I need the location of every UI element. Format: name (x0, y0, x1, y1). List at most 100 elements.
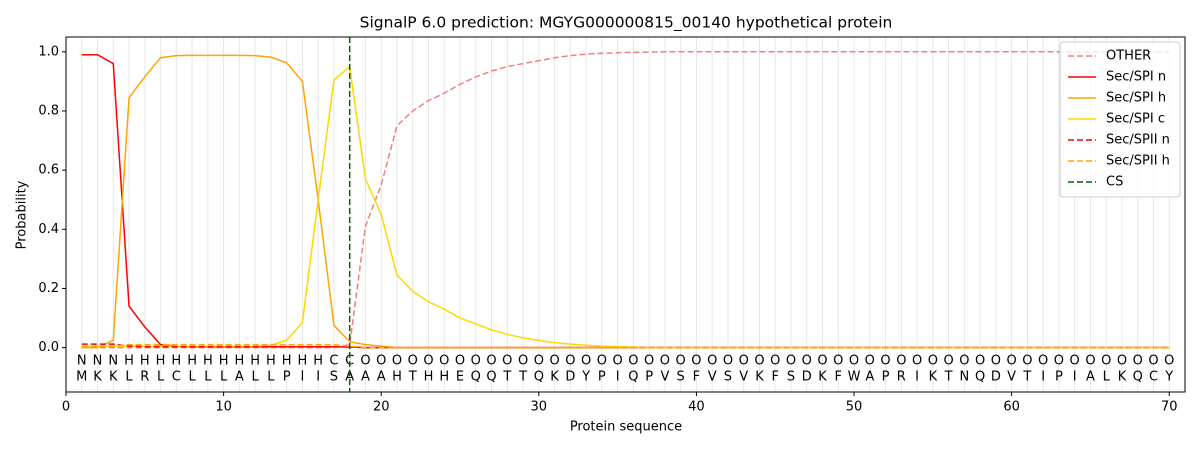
residue-label: I (1073, 370, 1077, 385)
region-label: H (140, 354, 150, 369)
region-label: O (439, 354, 449, 369)
residue-label: I (300, 370, 304, 385)
residue-label: L (157, 370, 165, 385)
residue-label: N (959, 370, 969, 385)
region-label: H (124, 354, 134, 369)
region-label: O (896, 354, 906, 369)
residue-label: K (550, 370, 559, 385)
legend-label: OTHER (1106, 49, 1151, 64)
residue-label: K (109, 370, 118, 385)
residue-label: A (345, 370, 354, 385)
residue-label: A (361, 370, 370, 385)
residue-label: T (518, 370, 527, 385)
region-label: O (739, 354, 749, 369)
residue-label: V (708, 370, 717, 385)
region-label: O (833, 354, 843, 369)
x-axis-label: Protein sequence (570, 420, 682, 435)
series-line (81, 343, 1170, 349)
region-label: O (880, 354, 890, 369)
region-label: O (455, 354, 465, 369)
residue-label: P (882, 370, 890, 385)
residue-label: L (188, 370, 196, 385)
residue-label: I (616, 370, 620, 385)
x-tick-label: 20 (373, 400, 390, 415)
residue-label: Q (1133, 370, 1143, 385)
y-tick-label: 0.4 (38, 222, 59, 237)
region-label: O (549, 354, 559, 369)
region-label: O (565, 354, 575, 369)
y-tick-label: 0.0 (38, 340, 59, 355)
residue-label: Y (1164, 370, 1173, 385)
residue-label: P (283, 370, 291, 385)
region-label: O (1054, 354, 1064, 369)
residue-label: D (991, 370, 1001, 385)
region-label: O (676, 354, 686, 369)
residue-label: L (267, 370, 275, 385)
residue-label: D (565, 370, 575, 385)
residue-label: S (787, 370, 795, 385)
region-label: H (282, 354, 292, 369)
residue-label: Q (486, 370, 496, 385)
region-label: O (707, 354, 717, 369)
residue-label: A (865, 370, 874, 385)
x-tick-label: 30 (531, 400, 548, 415)
region-label: O (376, 354, 386, 369)
region-label: O (660, 354, 670, 369)
region-label: O (1070, 354, 1080, 369)
residue-label: V (1007, 370, 1016, 385)
y-axis-label: Probability (15, 180, 30, 249)
region-label: O (597, 354, 607, 369)
residue-label: M (76, 370, 87, 385)
region-label: O (802, 354, 812, 369)
plot-frame (65, 36, 1186, 393)
residue-label: T (502, 370, 511, 385)
residue-label: T (408, 370, 417, 385)
region-label: H (266, 354, 276, 369)
residue-label: Y (581, 370, 590, 385)
residue-label: Q (534, 370, 544, 385)
y-tick-label: 0.6 (38, 163, 59, 178)
residue-label: K (755, 370, 764, 385)
residue-label: L (220, 370, 228, 385)
region-label: O (817, 354, 827, 369)
residue-label: P (1055, 370, 1063, 385)
region-label: O (975, 354, 985, 369)
residue-label: A (377, 370, 386, 385)
region-label: O (534, 354, 544, 369)
legend-label: CS (1106, 175, 1123, 190)
region-label: O (691, 354, 701, 369)
x-tick-label: 60 (1003, 400, 1020, 415)
region-label: O (1085, 354, 1095, 369)
residue-label: L (1103, 370, 1111, 385)
residue-label: D (802, 370, 812, 385)
y-tick-label: 1.0 (38, 44, 59, 59)
residue-label: A (235, 370, 244, 385)
region-label: H (156, 354, 166, 369)
residue-label: V (739, 370, 748, 385)
residue-label: Q (628, 370, 638, 385)
region-label: O (786, 354, 796, 369)
residue-label: R (140, 370, 149, 385)
series-line (81, 54, 1170, 349)
x-tick-label: 40 (688, 400, 705, 415)
residue-label: I (316, 370, 320, 385)
residue-label: C (172, 370, 181, 385)
residue-label: I (915, 370, 919, 385)
x-tick-label: 10 (215, 400, 232, 415)
residue-label: H (392, 370, 402, 385)
region-label: O (1101, 354, 1111, 369)
residue-label: K (93, 370, 102, 385)
region-label: O (928, 354, 938, 369)
region-label: O (392, 354, 402, 369)
region-label: O (581, 354, 591, 369)
legend-label: Sec/SPI h (1106, 91, 1166, 106)
x-tick-label: 70 (1161, 400, 1178, 415)
residue-label: P (598, 370, 606, 385)
residue-label: H (439, 370, 449, 385)
region-label: O (865, 354, 875, 369)
region-label: O (754, 354, 764, 369)
y-tick-label: 0.8 (38, 103, 59, 118)
region-label: O (912, 354, 922, 369)
residue-label: P (645, 370, 653, 385)
